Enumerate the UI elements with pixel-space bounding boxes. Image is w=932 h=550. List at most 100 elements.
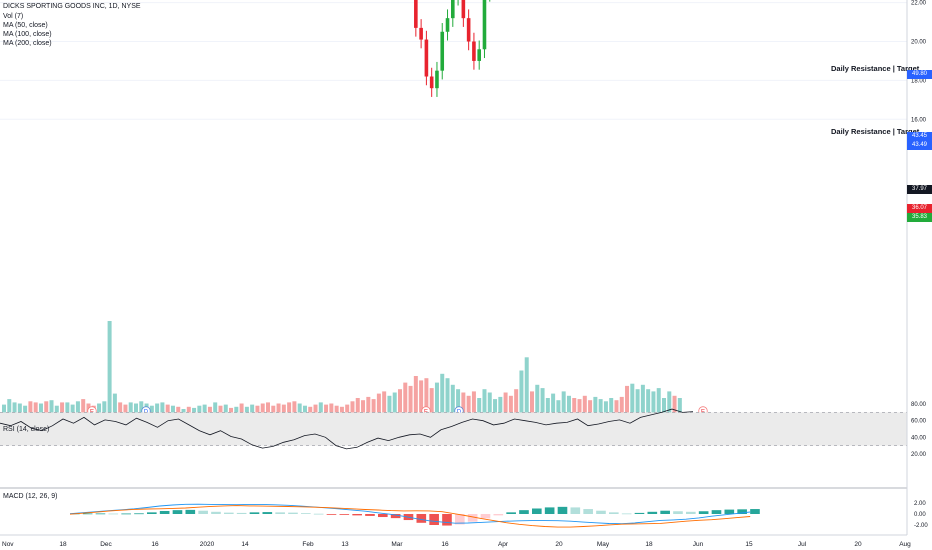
volume-bar xyxy=(160,402,165,420)
volume-bar xyxy=(44,401,49,420)
volume-bar xyxy=(155,403,160,420)
candle-body xyxy=(424,39,429,77)
volume-bar xyxy=(456,389,461,420)
candle-body xyxy=(419,27,423,40)
volume-bar xyxy=(609,398,614,420)
time-tick-label: 16 xyxy=(151,541,159,548)
volume-bar xyxy=(366,396,371,420)
macd-histogram-bar xyxy=(159,510,170,514)
macd-histogram-bar xyxy=(480,514,491,519)
volume-bar xyxy=(477,398,482,420)
volume-bar xyxy=(466,395,471,420)
volume-bar xyxy=(81,399,86,420)
volume-bar xyxy=(403,382,408,420)
macd-histogram-bar xyxy=(416,514,427,523)
volume-bar xyxy=(297,403,302,420)
rsi-band xyxy=(0,412,907,446)
price-tick-label: 16.00 xyxy=(911,117,927,123)
macd-histogram-bar xyxy=(262,512,273,514)
macd-tick-label: 2.00 xyxy=(914,501,926,507)
volume-bar xyxy=(498,396,503,420)
volume-bar xyxy=(75,401,80,420)
time-tick-label: Nov xyxy=(2,541,14,548)
volume-bar xyxy=(345,404,350,420)
macd-tick-label: -2.00 xyxy=(914,523,928,529)
volume-bar xyxy=(493,399,498,420)
time-tick-label: 20 xyxy=(854,541,862,548)
volume-bar xyxy=(461,392,466,420)
time-tick-label: Dec xyxy=(100,541,112,548)
macd-histogram-bar xyxy=(737,509,747,514)
rsi-tick-label: 60.00 xyxy=(911,419,927,425)
time-tick-label: 15 xyxy=(745,541,753,548)
macd-histogram-bar xyxy=(224,512,234,514)
macd-histogram-bar xyxy=(557,506,568,514)
volume-bar xyxy=(371,399,376,420)
volume-bar xyxy=(292,401,297,420)
candle-body xyxy=(435,70,439,89)
macd-line xyxy=(69,503,751,525)
macd-histogram-bar xyxy=(378,514,388,518)
volume-bar xyxy=(398,389,402,420)
volume-bar xyxy=(17,403,22,420)
time-tick-label: 16 xyxy=(441,541,449,548)
time-tick-label: Aug xyxy=(899,541,911,548)
price-tag-last: 36.07 xyxy=(907,204,932,213)
macd-histogram-bar xyxy=(583,509,593,514)
ma50-legend: MA (50, close) xyxy=(3,22,48,29)
candle-body xyxy=(466,18,471,42)
volume-bar xyxy=(572,398,577,420)
volume-bar xyxy=(677,398,682,420)
time-tick-label: Jun xyxy=(693,541,704,548)
macd-histogram-bar xyxy=(313,513,324,515)
macd-histogram-bar xyxy=(442,514,452,526)
time-tick-label: Mar xyxy=(391,541,403,548)
macd-histogram-bar xyxy=(236,512,247,514)
volume-bar xyxy=(408,385,413,420)
volume-bar xyxy=(530,391,534,420)
volume-bar xyxy=(123,404,128,420)
volume-bar xyxy=(503,392,508,420)
volume-bar xyxy=(65,402,70,420)
volume-bar xyxy=(49,400,54,420)
candle-body xyxy=(461,0,466,19)
macd-histogram-bar xyxy=(326,514,337,515)
macd-histogram-bar xyxy=(275,512,285,514)
resistance-label-1: Daily Resistance | Target xyxy=(831,64,920,73)
volume-bar xyxy=(28,401,33,420)
volume-bar xyxy=(656,388,661,420)
macd-histogram-bar xyxy=(288,512,298,514)
macd-label: MACD (12, 26, 9) xyxy=(3,493,58,500)
price-tag-resistance-1: 49.80 xyxy=(907,70,932,79)
volume-bar xyxy=(598,399,603,420)
price-tick-label: 20.00 xyxy=(911,40,927,46)
macd-histogram-bar xyxy=(570,507,581,514)
volume-bar xyxy=(287,402,292,420)
macd-histogram-bar xyxy=(390,514,401,519)
volume-bar xyxy=(12,402,17,420)
macd-histogram-bar xyxy=(352,514,362,516)
volume-bar xyxy=(487,392,492,420)
volume-bar xyxy=(329,403,334,420)
candle-body xyxy=(482,0,487,50)
volume-bar xyxy=(38,403,43,420)
volume-bar xyxy=(419,380,424,420)
candle-body xyxy=(429,76,434,89)
macd-histogram-bar xyxy=(686,511,696,514)
volume-bar xyxy=(566,395,571,420)
volume-bar xyxy=(260,403,265,420)
volume-bar xyxy=(213,402,218,420)
volume-bar xyxy=(107,321,112,420)
volume-bar xyxy=(556,400,561,420)
macd-histogram-bar xyxy=(647,511,658,514)
time-tick-label: May xyxy=(597,541,610,548)
volume-bar xyxy=(118,402,123,420)
volume-bar xyxy=(382,391,387,420)
time-tick-label: 14 xyxy=(241,541,249,548)
volume-bar xyxy=(128,402,133,420)
volume-bar xyxy=(482,389,487,420)
volume-bar xyxy=(350,401,355,420)
volume-bar xyxy=(355,398,360,420)
